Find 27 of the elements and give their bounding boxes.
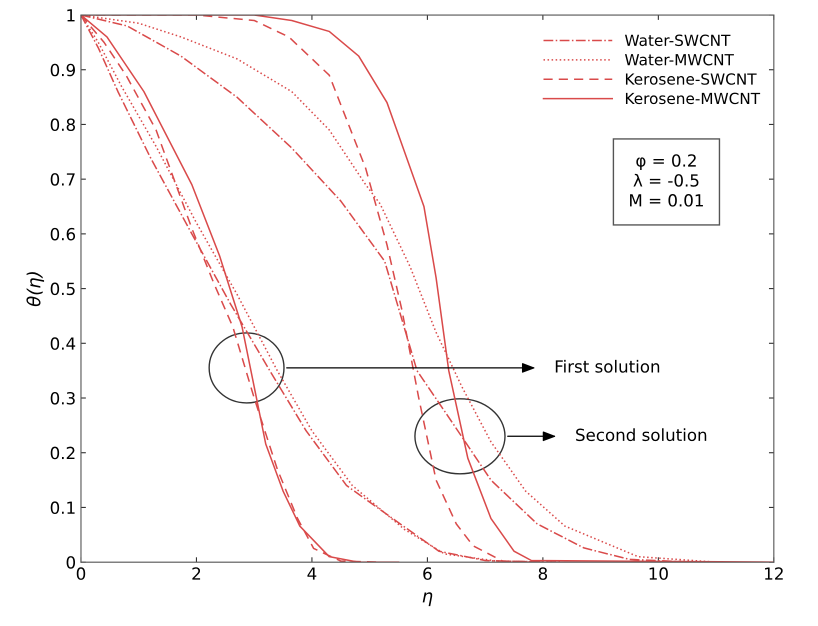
annotation: First solution: [556, 360, 660, 373]
annotation: φ = 0.2 λ = -0.5 M = 0.01: [630, 154, 703, 207]
y-tick-label: 0.5: [50, 282, 75, 296]
x-tick-label: 4: [307, 568, 316, 580]
y-tick-label: 0.3: [50, 392, 75, 405]
y-tick-label: 0.9: [50, 64, 75, 76]
x-tick-label: 10: [650, 567, 668, 580]
y-tick-label: 0.6: [50, 228, 76, 240]
x-axis-title: η: [422, 592, 432, 606]
x-tick-label: 2: [192, 567, 200, 580]
y-tick-label: 0: [66, 556, 76, 569]
y-tick-label: 0.7: [50, 173, 75, 186]
x-tick-label: 6: [423, 567, 432, 580]
x-tick-label: 0: [76, 567, 86, 580]
y-axis-title: θ(η): [26, 272, 44, 306]
legend-label: Water-MWCNT: [624, 54, 734, 66]
annotation: Second solution: [576, 428, 706, 442]
legend-label: Kerosene-MWCNT: [626, 92, 760, 104]
legend-label: Water-SWCNT: [624, 34, 730, 46]
legend-label: Kerosene-SWCNT: [626, 73, 757, 85]
y-tick-label: 0.4: [50, 337, 76, 350]
y-tick-label: 0.2: [50, 446, 74, 460]
x-tick-label: 8: [538, 567, 548, 580]
y-tick-label: 0.8: [50, 118, 75, 132]
y-tick-label: 1: [67, 9, 75, 22]
x-tick-label: 12: [765, 567, 783, 580]
y-tick-label: 0.1: [50, 501, 75, 514]
